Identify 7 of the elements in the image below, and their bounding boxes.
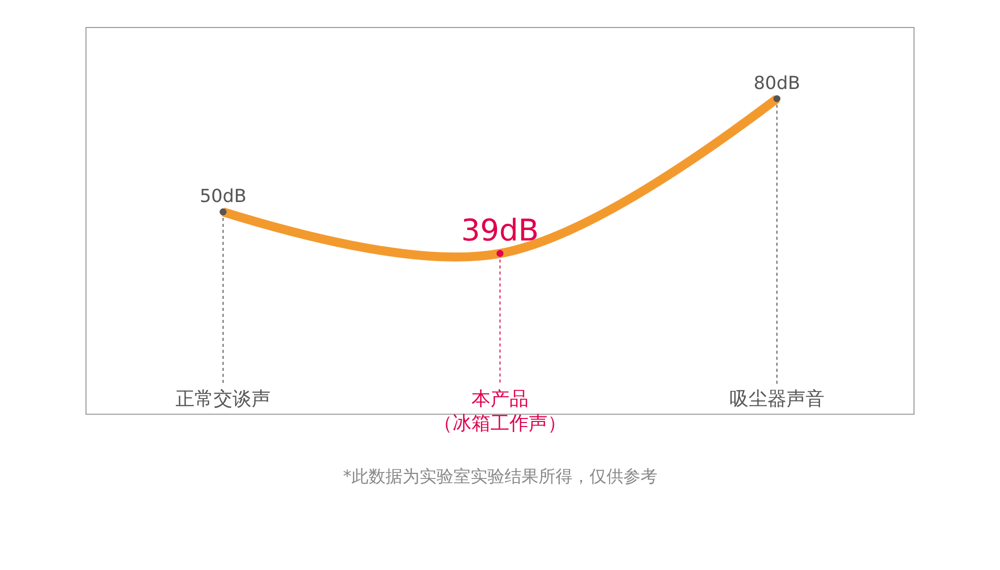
x-tick-label: 正常交谈声 — [176, 388, 271, 410]
x-tick-label: 吸尘器声音 — [729, 388, 824, 410]
text: *此数据为实验室实验结果所得，仅供参考 — [343, 467, 658, 487]
data-label: 39dB — [461, 214, 539, 249]
data-label: 50dB — [200, 186, 246, 208]
x-tick-label: 本产品（冰箱工作声） — [434, 388, 566, 435]
data-label: 80dB — [754, 72, 800, 94]
